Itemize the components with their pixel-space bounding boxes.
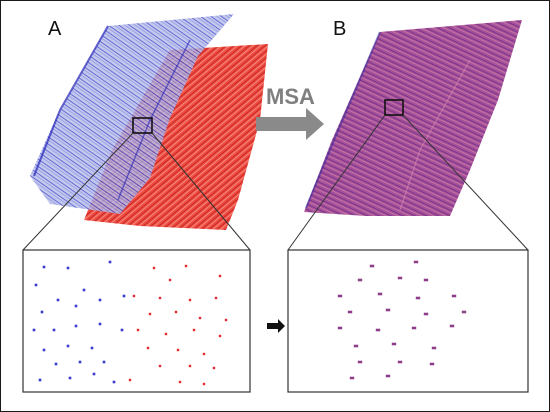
detail-a-red-points <box>128 264 228 386</box>
merged-point <box>451 294 457 298</box>
zoom-line-b-right <box>402 114 529 251</box>
merged-point <box>375 328 381 332</box>
red-point <box>192 328 196 332</box>
blue-point <box>34 283 38 287</box>
zoom-region-a <box>132 117 153 134</box>
detail-box-b <box>287 249 529 393</box>
merged-point <box>461 310 467 314</box>
zoom-line-a-left <box>22 132 134 251</box>
detail-arrow <box>267 319 285 333</box>
zoom-region-b <box>384 99 404 116</box>
blue-point <box>42 265 46 269</box>
merged-point <box>413 260 419 264</box>
merged-point <box>415 296 421 300</box>
panel-a-label: A <box>48 18 62 40</box>
blue-point <box>78 360 82 364</box>
merged-point <box>429 362 435 366</box>
blue-point <box>40 310 44 314</box>
red-point <box>158 364 162 368</box>
red-point <box>202 352 206 356</box>
merged-point <box>337 294 343 298</box>
blue-point <box>108 260 112 264</box>
merged-point <box>353 344 359 348</box>
detail-a-blue-points <box>32 260 126 384</box>
red-point <box>158 296 162 300</box>
red-point <box>224 318 228 322</box>
blue-point-cloud <box>30 14 234 214</box>
blue-point <box>98 298 102 302</box>
red-point <box>168 278 172 282</box>
merged-point <box>337 326 343 330</box>
merged-point <box>411 326 417 330</box>
blue-point <box>38 378 42 382</box>
red-point <box>178 380 182 384</box>
red-point <box>176 348 180 352</box>
red-point <box>188 298 192 302</box>
blue-point <box>102 360 106 364</box>
red-point <box>148 312 152 316</box>
red-point <box>174 310 178 314</box>
red-point <box>164 332 168 336</box>
red-point <box>198 316 202 320</box>
red-point <box>188 364 192 368</box>
merged-point <box>385 308 391 312</box>
red-point <box>132 294 136 298</box>
merged-point <box>449 324 455 328</box>
merged-point <box>431 346 437 350</box>
red-point <box>136 328 140 332</box>
merged-point <box>385 374 391 378</box>
msa-label: MSA <box>266 84 315 109</box>
red-point <box>218 274 222 278</box>
blue-point <box>122 294 126 298</box>
red-point <box>128 378 132 382</box>
blue-point <box>66 266 70 270</box>
zoom-line-b-left <box>287 114 386 251</box>
detail-b-merged-points <box>337 260 467 380</box>
merged-point <box>357 278 363 282</box>
blue-point <box>82 288 86 292</box>
red-point <box>202 382 206 386</box>
red-point <box>218 334 222 338</box>
merged-point <box>377 292 383 296</box>
red-point <box>184 264 188 268</box>
blue-point <box>56 298 60 302</box>
blue-point <box>112 380 116 384</box>
blue-point <box>68 376 72 380</box>
blue-point <box>98 322 102 326</box>
detail-box-a <box>22 249 251 393</box>
zoom-line-a-right <box>151 132 251 251</box>
merged-point <box>423 278 429 282</box>
blue-point <box>66 344 70 348</box>
red-point <box>214 296 218 300</box>
blue-point <box>74 324 78 328</box>
red-point <box>152 266 156 270</box>
merged-point <box>397 360 403 364</box>
blue-point <box>52 328 56 332</box>
blue-point <box>90 346 94 350</box>
merged-point <box>397 276 403 280</box>
blue-point <box>92 372 96 376</box>
blue-point <box>54 362 58 366</box>
blue-point <box>32 328 36 332</box>
msa-arrow <box>256 108 324 140</box>
merged-point <box>369 264 375 268</box>
blue-point <box>74 304 78 308</box>
merged-point <box>423 312 429 316</box>
merged-point-cloud <box>304 20 522 216</box>
merged-point <box>347 310 353 314</box>
merged-point <box>391 342 397 346</box>
panel-b-label: B <box>333 18 346 40</box>
red-point <box>212 366 216 370</box>
red-point <box>146 346 150 350</box>
blue-point <box>42 348 46 352</box>
blue-point <box>120 328 124 332</box>
merged-point <box>349 376 355 380</box>
merged-point <box>357 360 363 364</box>
